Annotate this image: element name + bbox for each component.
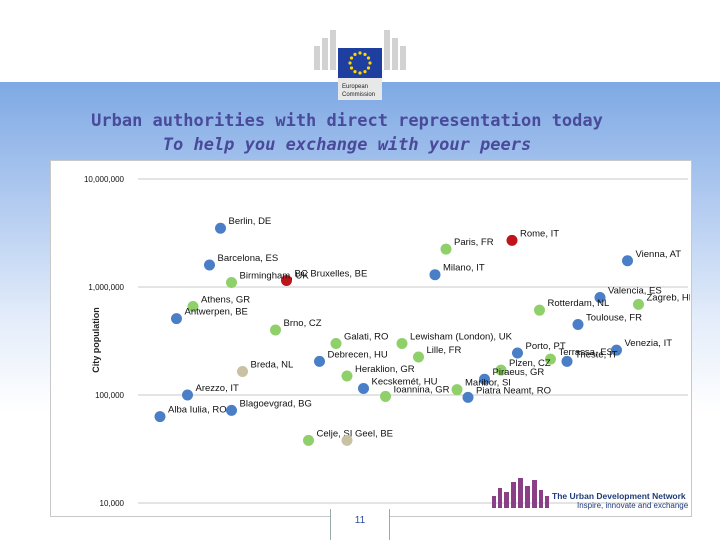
y-tick-label: 1,000,000 xyxy=(88,283,124,292)
data-point xyxy=(358,382,369,394)
data-label: Barcelona, ES xyxy=(218,253,279,264)
data-point xyxy=(561,355,573,367)
data-point xyxy=(303,434,314,446)
y-tick-label: 10,000,000 xyxy=(84,175,125,184)
data-label: Alba Iulia, RO xyxy=(168,405,227,416)
y-axis-label: City population xyxy=(91,307,101,373)
data-label: Heraklion, GR xyxy=(355,364,415,375)
data-label: Geel, BE xyxy=(355,428,393,439)
data-point xyxy=(182,389,193,401)
data-label: Paris, FR xyxy=(454,237,494,248)
data-label: Trieste, IT xyxy=(575,349,618,360)
data-label: Blagoevgrad, BG xyxy=(240,398,312,409)
data-point xyxy=(622,255,633,267)
data-point xyxy=(154,411,166,423)
data-label: Venezia, IT xyxy=(625,338,673,349)
data-label: Brno, CZ xyxy=(284,318,322,329)
data-label: Terrassa, ES xyxy=(559,347,613,358)
data-point xyxy=(314,355,325,367)
y-tick-label: 100,000 xyxy=(95,391,124,400)
data-point xyxy=(237,366,248,378)
data-label: Debrecen, HU xyxy=(328,349,388,360)
data-label: Galati, RO xyxy=(344,331,388,342)
data-label: Valencia, ES xyxy=(608,285,662,296)
data-label: Athens, GR xyxy=(201,294,250,305)
data-label: Ioannina, GR xyxy=(394,384,450,395)
data-point xyxy=(440,243,452,255)
population-scatter-chart: 10,000 100,000 1,000,000 10,000,000 Berlin, … xyxy=(84,175,691,508)
data-label: Toulouse, FR xyxy=(586,312,642,323)
data-label: Breda, NL xyxy=(251,360,294,371)
data-label: Plzen, CZ xyxy=(509,358,551,369)
data-point xyxy=(545,353,556,365)
data-point xyxy=(506,234,518,246)
european-commission-logo: European Commission xyxy=(314,30,406,100)
data-point xyxy=(226,404,237,416)
data-label: Rotterdam, NL xyxy=(548,298,610,309)
data-point xyxy=(187,300,199,312)
data-label: Rome, IT xyxy=(520,228,559,239)
data-point xyxy=(341,370,353,382)
svg-text:Commission: Commission xyxy=(342,92,375,98)
data-point xyxy=(633,298,644,310)
data-point xyxy=(594,291,606,303)
data-label: Milano, IT xyxy=(443,263,485,274)
data-label: Piatra Neamt, RO xyxy=(476,385,551,396)
data-label: Zagreb, HR xyxy=(647,292,691,303)
data-point xyxy=(215,222,226,234)
data-point xyxy=(226,277,237,289)
data-point xyxy=(611,344,622,356)
page-number: 11 xyxy=(330,509,390,540)
data-point xyxy=(204,259,215,271)
y-tick-label: 10,000 xyxy=(100,499,125,508)
data-label: Birmingham, UK xyxy=(240,271,310,282)
svg-text:European: European xyxy=(342,84,368,90)
data-label: Porto, PT xyxy=(526,341,566,352)
urban-network-logo-icon xyxy=(492,478,549,508)
data-label: Piraeus, GR xyxy=(493,367,545,378)
data-point xyxy=(429,269,441,281)
data-point xyxy=(330,337,342,349)
data-point xyxy=(451,384,463,396)
chart-frame xyxy=(50,160,692,517)
data-label: Berlin, DE xyxy=(229,216,272,227)
data-point xyxy=(572,318,584,330)
data-point xyxy=(413,351,424,363)
data-point xyxy=(534,304,545,316)
data-label: Kecskemét, HU xyxy=(372,376,438,387)
data-label: Lille, FR xyxy=(427,345,462,356)
data-label: Antwerpen, BE xyxy=(185,307,248,318)
data-point xyxy=(479,373,490,385)
data-label: BC Bruxelles, BE xyxy=(295,268,368,279)
slide-subtitle: To help you exchange with your peers xyxy=(162,135,532,155)
data-label: Celje, SI xyxy=(317,428,353,439)
data-point xyxy=(341,434,353,446)
data-label: Maribor, SI xyxy=(465,378,511,389)
data-label: Arezzo, IT xyxy=(196,383,239,394)
data-point xyxy=(281,274,292,286)
data-point xyxy=(462,391,474,403)
data-point xyxy=(396,337,408,349)
data-point xyxy=(512,347,523,359)
data-label: Vienna, AT xyxy=(636,249,682,260)
data-point xyxy=(270,324,281,336)
data-point xyxy=(495,364,507,376)
data-point xyxy=(380,390,391,402)
slide-title: Urban authorities with direct representa… xyxy=(91,111,603,131)
data-label: Lewisham (London), UK xyxy=(410,331,513,342)
data-point xyxy=(171,313,182,325)
network-name: The Urban Development Network xyxy=(552,491,686,501)
network-tagline: Inspire, innovate and exchange xyxy=(577,501,689,510)
